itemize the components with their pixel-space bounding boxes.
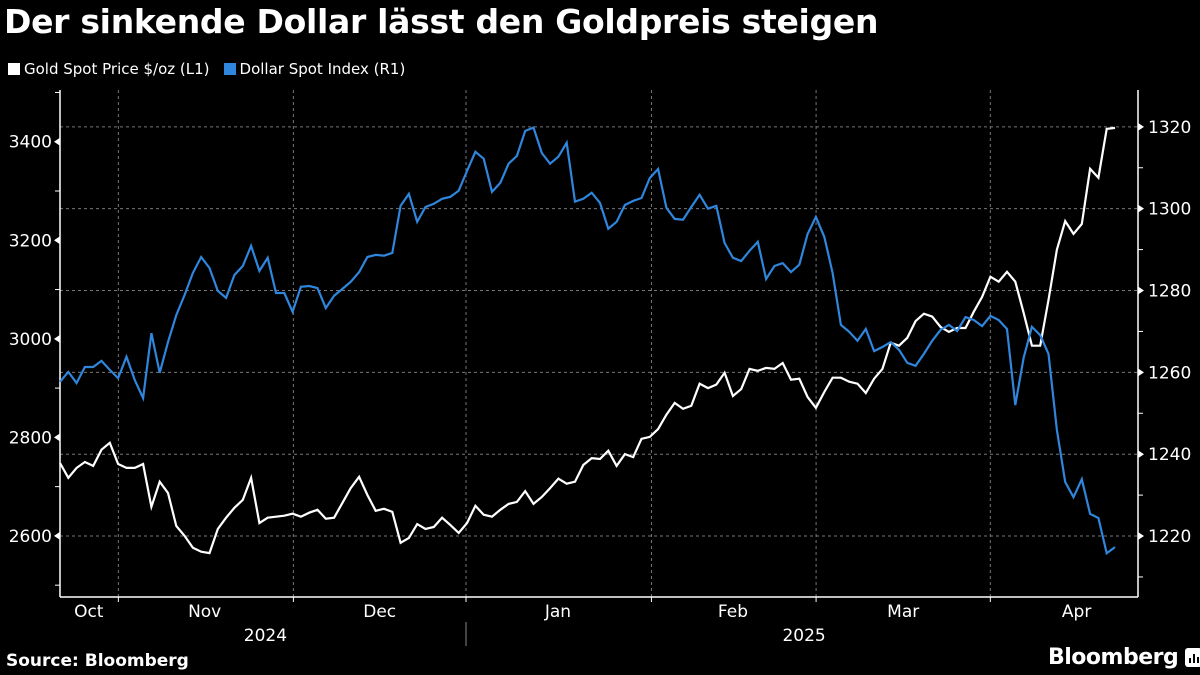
left-tick-label: 2600 [9, 527, 52, 547]
year-label: 2024 [244, 626, 287, 646]
right-tick-label: 1300 [1148, 200, 1191, 220]
right-tick [1138, 450, 1144, 459]
left-tick-label: 3200 [9, 231, 52, 251]
right-tick [1138, 122, 1144, 131]
legend-swatch-dollar [223, 63, 236, 75]
month-label: Dec [363, 602, 396, 622]
month-label: Oct [74, 602, 104, 622]
bloomberg-logo: Bloomberg [1048, 645, 1200, 670]
year-label: 2025 [782, 626, 825, 646]
right-tick [1138, 532, 1144, 541]
left-tick-label: 3400 [9, 133, 52, 153]
legend-label-dollar: Dollar Spot Index (R1) [239, 60, 406, 78]
right-tick [1138, 204, 1144, 213]
legend: Gold Spot Price $/oz (L1) Dollar Spot In… [8, 60, 405, 78]
source-note: Source: Bloomberg [6, 651, 189, 671]
legend-swatch-gold [8, 63, 20, 75]
right-tick-label: 1240 [1148, 445, 1191, 465]
gold-price-line [59, 126, 1116, 555]
right-tick-label: 1320 [1148, 118, 1191, 138]
right-tick [1138, 368, 1144, 377]
right-tick-label: 1280 [1148, 282, 1191, 302]
dollar-index-line [59, 126, 1116, 556]
legend-item-dollar: Dollar Spot Index (R1) [223, 60, 406, 78]
right-tick [1138, 286, 1144, 295]
left-tick-label: 2800 [9, 428, 52, 448]
month-label: Feb [718, 602, 748, 622]
legend-item-gold: Gold Spot Price $/oz (L1) [8, 60, 210, 78]
right-tick-label: 1220 [1148, 527, 1191, 547]
legend-label-gold: Gold Spot Price $/oz (L1) [24, 60, 210, 78]
month-label: Jan [544, 602, 571, 622]
month-label: Apr [1062, 602, 1091, 622]
month-label: Mar [887, 602, 919, 622]
brand-name: Bloomberg [1048, 645, 1179, 670]
bloomberg-chart-icon [1185, 648, 1200, 667]
right-tick-label: 1260 [1148, 363, 1191, 383]
chart-title: Der sinkende Dollar lässt den Goldpreis … [4, 2, 879, 41]
left-tick-label: 3000 [9, 330, 52, 350]
month-label: Nov [188, 602, 221, 622]
